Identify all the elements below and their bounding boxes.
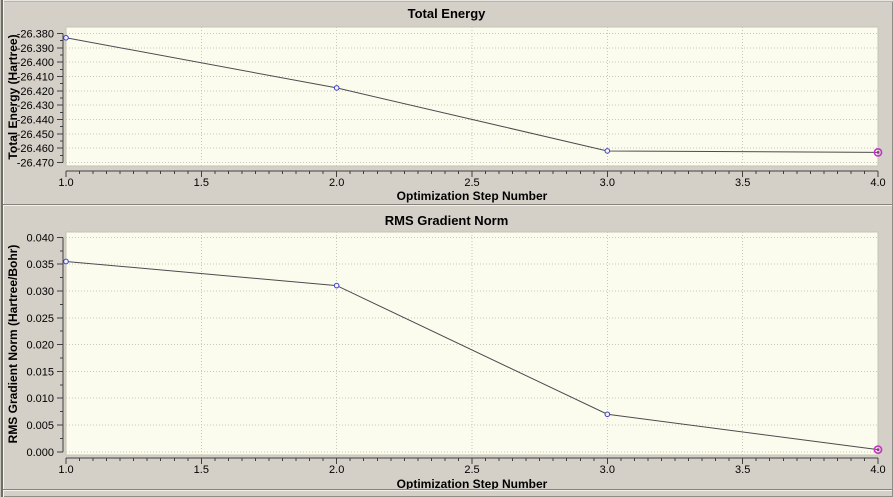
data-point (604, 411, 611, 418)
y-tick-label: 0.025 (26, 313, 54, 325)
y-tick-label: -26.380 (17, 28, 54, 40)
x-tick-label: 3.0 (600, 177, 615, 189)
y-tick-label: 0.030 (26, 286, 54, 298)
current-step-marker-ring (873, 445, 883, 455)
x-axis-label-total-energy: Optimization Step Number (396, 189, 548, 203)
y-tick-label: -26.420 (17, 86, 54, 98)
x-tick-label: 2.5 (464, 464, 479, 476)
x-tick-label: 3.0 (600, 464, 615, 476)
current-step-marker-ring (873, 147, 883, 157)
y-tick-label: -26.410 (17, 71, 54, 83)
panel-divider (3, 204, 892, 206)
y-tick-label: 0.015 (26, 366, 54, 378)
total-energy-plot: -26.380 -26.390 -26.400 -26.410 -26.420 -26.4… (17, 26, 886, 189)
x-tick-label: 1.5 (194, 177, 209, 189)
x-tick-label: 1.0 (58, 177, 73, 189)
y-tick-label: -26.440 (17, 114, 54, 126)
y-tick-label: 0.035 (26, 259, 54, 271)
rms-gradient-norm-plot: 0.040 0.035 0.030 0.025 0.020 0.015 0.010 0.005… (26, 231, 886, 476)
y-tick-label: 0.000 (26, 447, 54, 459)
chart-title-rms-gradient-norm: RMS Gradient Norm (384, 213, 509, 228)
y-tick-label: 0.020 (26, 340, 54, 352)
current-step-marker-core (876, 448, 880, 452)
x-tick-label: 1.0 (58, 464, 73, 476)
y-tick-label: 0.040 (26, 232, 54, 244)
y-tick-label: -26.430 (17, 100, 54, 112)
y-axis-label-rms-gradient-norm: RMS Gradient Norm (Hartree/Bohr) (6, 244, 20, 444)
x-tick-label: 4.0 (870, 177, 885, 189)
data-point (63, 34, 69, 41)
y-tick-label: -26.460 (17, 143, 54, 155)
data-point (604, 148, 611, 154)
y-tick-label: -26.390 (17, 43, 54, 55)
data-line (65, 260, 879, 451)
bottom-edge-groove (3, 489, 892, 491)
x-tick-label: 3.5 (735, 464, 750, 476)
y-tick-label: -26.470 (17, 157, 54, 169)
x-tick-label: 1.5 (194, 464, 209, 476)
x-tick-label: 2.5 (464, 177, 479, 189)
x-axis-label-rms-gradient-norm: Optimization Step Number (396, 477, 548, 491)
y-tick-label: 0.005 (26, 420, 54, 432)
x-tick-label: 2.0 (329, 464, 344, 476)
x-tick-label: 3.5 (735, 177, 750, 189)
data-line (65, 37, 879, 153)
x-tick-label: 4.0 (870, 464, 885, 476)
y-tick-label: -26.400 (17, 57, 54, 69)
y-axis-label-total-energy: Total Energy (Hartree) (6, 34, 20, 160)
data-point (333, 85, 340, 91)
data-point (333, 282, 340, 289)
chart-title-total-energy: Total Energy (407, 6, 486, 21)
y-tick-label: 0.010 (26, 393, 54, 405)
data-point (63, 258, 69, 265)
x-tick-label: 2.0 (329, 177, 344, 189)
current-step-marker-core (876, 150, 880, 154)
y-tick-label: -26.450 (17, 129, 54, 141)
